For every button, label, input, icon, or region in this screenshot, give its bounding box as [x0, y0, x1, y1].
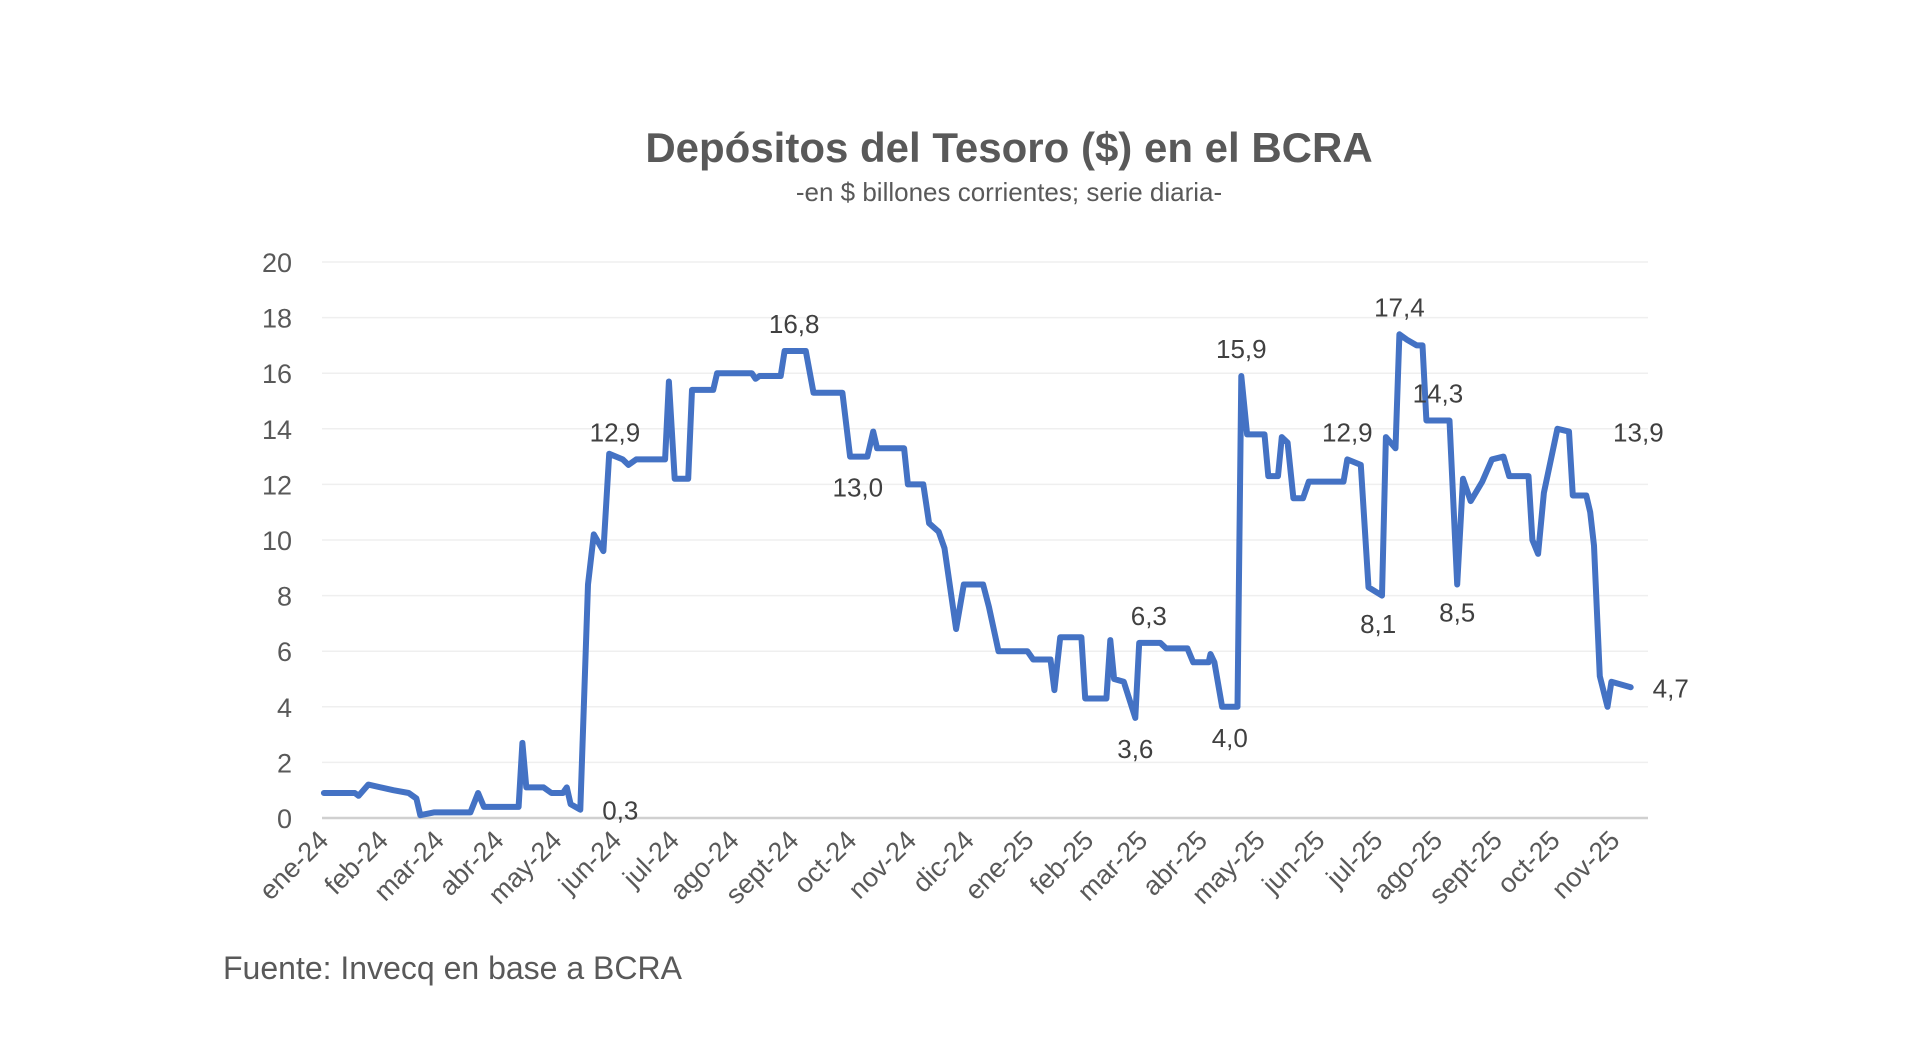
data-label: 13,9 [1613, 418, 1664, 448]
data-label: 8,5 [1439, 598, 1475, 628]
y-tick-label: 0 [277, 804, 292, 834]
data-label: 12,9 [590, 417, 641, 447]
data-label: 4,0 [1212, 723, 1248, 753]
series-line [320, 331, 1634, 819]
data-label: 17,4 [1374, 292, 1425, 322]
y-tick-label: 6 [277, 637, 292, 667]
data-label: 16,8 [769, 309, 820, 339]
x-axis-ticks: ene-24feb-24mar-24abr-24may-24jun-24jul-… [254, 825, 1626, 910]
data-label: 0,3 [602, 796, 638, 826]
y-axis-ticks: 0 2 4 6 8 10 12 14 16 18 20 [262, 248, 292, 834]
data-label: 12,9 [1322, 417, 1373, 447]
y-tick-label: 14 [262, 415, 292, 445]
data-label: 8,1 [1360, 609, 1396, 639]
data-label: 14,3 [1413, 378, 1464, 408]
y-tick-label: 4 [277, 693, 292, 723]
y-tick-label: 10 [262, 526, 292, 556]
y-tick-label: 16 [262, 359, 292, 389]
y-tick-label: 2 [277, 748, 292, 778]
gridlines [322, 261, 1648, 764]
y-tick-label: 8 [277, 582, 292, 612]
y-tick-label: 18 [262, 304, 292, 334]
chart-subtitle: -en $ billones corrientes; serie diaria- [796, 177, 1222, 207]
data-label: 6,3 [1131, 601, 1167, 631]
data-label: 3,6 [1117, 734, 1153, 764]
data-label: 13,0 [832, 473, 883, 503]
chart-title: Depósitos del Tesoro ($) en el BCRA [645, 124, 1372, 171]
source-note: Fuente: Invecq en base a BCRA [223, 950, 683, 986]
data-label: 15,9 [1216, 334, 1267, 364]
y-tick-label: 20 [262, 248, 292, 278]
data-label: 4,7 [1653, 673, 1689, 703]
data-labels: 0,3 12,9 16,8 13,0 3,6 6,3 4,0 15,9 12,9 8,1 17,4 1… [590, 292, 1689, 825]
y-tick-label: 12 [262, 470, 292, 500]
